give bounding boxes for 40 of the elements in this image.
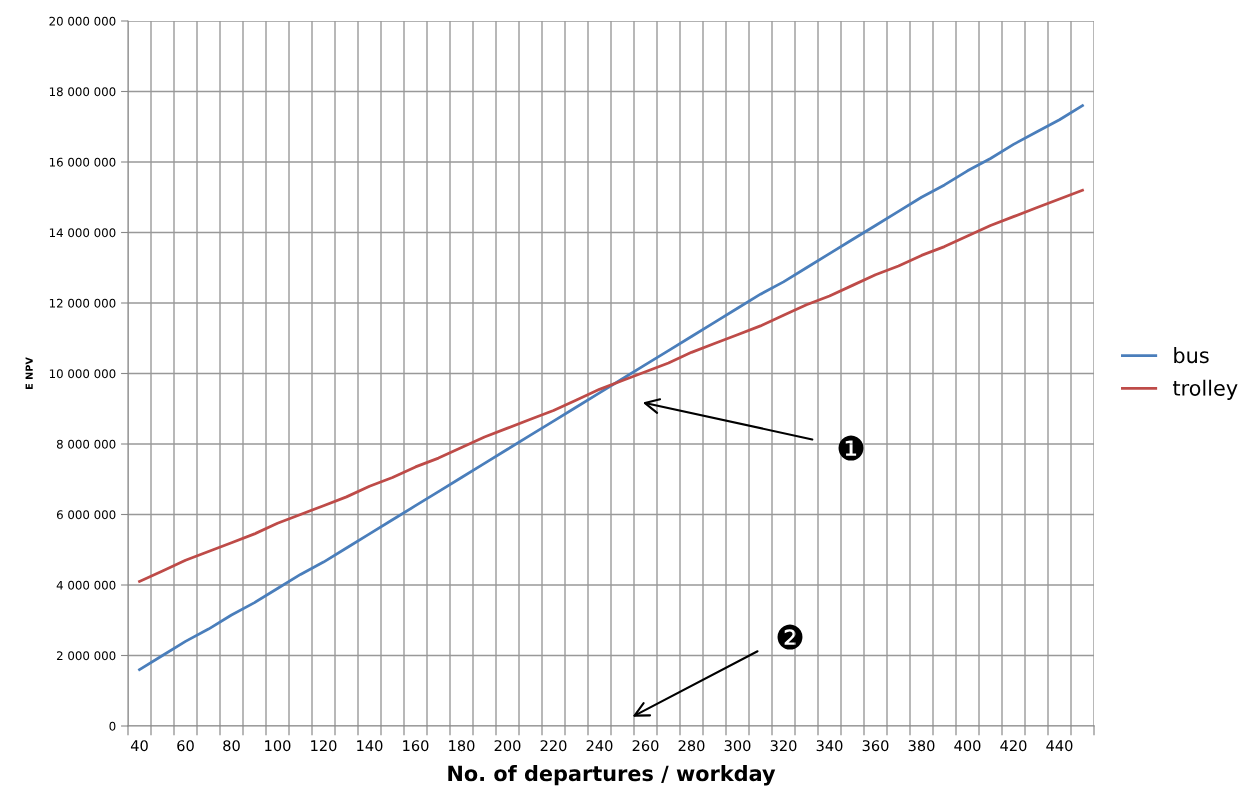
x-tick-label: 40 xyxy=(130,740,148,752)
x-tick-label: 300 xyxy=(724,740,751,752)
y-tick-label: 4 000 000 xyxy=(56,580,116,590)
x-tick-label: 80 xyxy=(223,740,240,752)
x-tick-label: 420 xyxy=(1000,740,1027,752)
x-tick-label: 260 xyxy=(632,740,659,752)
x-tick-label: 240 xyxy=(586,740,613,752)
x-tick-label: 440 xyxy=(1046,740,1073,752)
y-tick-label: 12 000 000 xyxy=(49,298,116,308)
x-tick-label: 140 xyxy=(357,740,383,752)
annotation: ❶ xyxy=(838,435,864,461)
line-series xyxy=(138,188,1084,583)
y-tick-label: 20 000 000 xyxy=(49,16,116,26)
y-tick-label: 2 000 000 xyxy=(56,651,116,661)
y-tick-label: 6 000 000 xyxy=(56,510,116,520)
x-tick-label: 400 xyxy=(954,740,981,752)
x-tick-label: 340 xyxy=(816,740,843,752)
x-tick-label: 60 xyxy=(177,740,194,752)
line-series xyxy=(138,104,1084,671)
x-tick-label: 320 xyxy=(770,740,797,752)
x-axis-title: No. of departures / workday xyxy=(448,765,776,786)
annotation: ❷ xyxy=(777,624,803,650)
y-tick-label: 16 000 000 xyxy=(49,157,116,167)
x-tick-label: 120 xyxy=(311,740,337,752)
y-tick-label: 14 000 000 xyxy=(49,228,116,238)
x-tick-label: 180 xyxy=(449,740,475,752)
legend-label: bus xyxy=(1174,347,1209,364)
x-tick-label: 200 xyxy=(494,740,521,752)
y-tick-label: 18 000 000 xyxy=(49,87,116,97)
y-tick-label: 8 000 000 xyxy=(56,439,116,449)
x-tick-label: 380 xyxy=(908,740,935,752)
x-tick-label: 220 xyxy=(540,740,567,752)
legend-label: trolley xyxy=(1172,379,1238,400)
y-axis-title: E NPV xyxy=(25,357,33,390)
x-tick-label: 160 xyxy=(403,740,429,752)
y-tick-label: 10 000 000 xyxy=(49,369,116,379)
x-tick-label: 100 xyxy=(265,740,291,752)
y-tick-label: 0 xyxy=(109,721,116,731)
x-tick-label: 280 xyxy=(678,740,705,752)
x-tick-label: 360 xyxy=(862,740,889,752)
